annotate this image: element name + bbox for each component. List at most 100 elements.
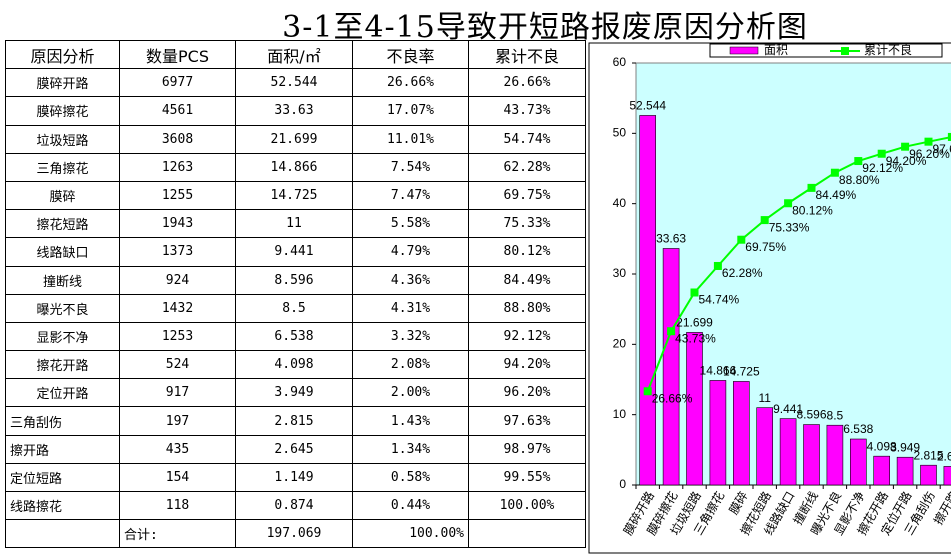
table-cell: 线路缺口 [5,237,120,267]
line-label: 80.12% [792,203,833,217]
table-row: 原因分析 数量PCS 面积/㎡ 不良率 累计不良 [5,39,586,70]
line-marker [854,157,863,166]
table-cell: 52.544 [235,68,353,98]
table-cell: 8.5 [235,293,353,323]
bar-label: 2.815 [913,448,943,462]
table-row: 膜碎开路 6977 52.544 26.66% 26.66% [5,68,586,98]
table-cell: 4.098 [235,350,353,380]
table-cell: 26.66% [468,68,586,98]
table-cell: 88.80% [468,293,586,323]
table-cell [5,519,120,549]
bar-label: 52.544 [629,99,666,113]
y-tick-label: 0 [619,477,626,491]
table-cell: 合计: [119,519,236,549]
table-cell: 524 [119,350,236,380]
line-label: 43.73% [675,331,716,345]
table-row: 曝光不良 1432 8.5 4.31% 88.80% [5,293,586,323]
table-row: 合计: 197.069 100.00% [5,519,586,549]
table-cell: 14.725 [235,180,353,211]
table-cell: 9.441 [235,237,353,267]
table-cell: 擦开路 [5,434,120,464]
table-row: 三角擦花 1263 14.866 7.54% 62.28% [5,152,586,182]
table-cell: 54.74% [468,124,586,154]
chart: 0 10 20 30 40 50 60 52.544 33.63 21.699 14.86614.7… [588,42,951,554]
line-marker [830,168,839,177]
table-row: 定位开路 917 3.949 2.00% 96.20% [5,378,586,408]
bar-label: 33.63 [656,232,686,246]
line-marker [947,132,951,141]
table-cell: 75.33% [468,209,586,239]
legend-label: 累计不良 [864,42,912,57]
bar-label: 6.538 [843,422,873,436]
table-cell: 垃圾短路 [5,124,120,154]
table-row: 擦开路 435 2.645 1.34% 98.97% [5,434,586,464]
table-cell: 1.34% [352,434,469,464]
line-label: 97.63% [933,142,951,156]
line-label: 96.20% [909,147,950,161]
table-cell: 3.32% [352,321,469,352]
table-cell: 膜碎擦花 [5,96,120,126]
table-cell: 924 [119,265,236,295]
table-row: 线路缺口 1373 9.441 4.79% 80.12% [5,237,586,267]
table-cell: 97.63% [468,406,586,436]
table-cell: 0.44% [352,490,469,521]
bar [662,248,680,486]
line [646,136,951,392]
table-row: 线路擦花 118 0.874 0.44% 100.00% [5,490,586,521]
bar-label: 14.725 [723,365,760,379]
y-tick-label: 10 [613,407,627,421]
table-cell [468,519,586,549]
table-cell: 2.08% [352,350,469,380]
line-marker [877,149,886,158]
table-cell: 197 [119,406,236,436]
table-cell: 1.43% [352,406,469,436]
table-cell: 定位短路 [5,462,120,493]
bar [873,455,891,486]
line-label: 94.20% [886,154,927,168]
y-tick-label: 60 [613,55,627,69]
table-cell: 7.54% [352,152,469,182]
legend-swatch [729,46,759,55]
table-cell: 92.12% [468,321,586,352]
bar [826,424,844,486]
line-marker [760,216,769,225]
table-cell: 14.866 [235,152,353,182]
table-cell: 4561 [119,96,236,126]
table-cell: 43.73% [468,96,586,126]
table-row: 垃圾短路 3608 21.699 11.01% 54.74% [5,124,586,154]
table-cell: 98.97% [468,434,586,464]
table-cell: 197.069 [235,519,353,549]
bar [779,418,797,486]
bar [756,407,773,486]
legend-box [709,43,943,58]
bar-label: 2.645 [937,450,951,464]
line-marker [807,183,816,192]
table-cell: 21.699 [235,124,353,154]
bar [803,424,820,486]
table-row: 定位短路 154 1.149 0.58% 99.55% [5,462,586,493]
title: 3-1至4-15导致开短路报废原因分析图 [282,10,808,45]
line-marker [690,288,699,297]
table-cell: 定位开路 [5,378,120,408]
table-cell: 6977 [119,68,236,98]
table-cell: 线路擦花 [5,490,120,521]
bar [943,466,951,486]
bar [686,332,703,486]
line-label: 92.12% [862,161,903,175]
bar [639,115,657,486]
table-row: 膜碎 1255 14.725 7.47% 69.75% [5,180,586,211]
line-label: 69.75% [745,240,786,254]
table-cell: 4.79% [352,237,469,267]
bar-label: 8.596 [796,408,826,422]
bar [896,456,914,486]
table-cell: 1.149 [235,462,353,493]
table-cell: 80.12% [468,237,586,267]
y-tick-label: 50 [613,126,627,140]
table-row: 擦花开路 524 4.098 2.08% 94.20% [5,350,586,380]
table-cell: 6.538 [235,321,353,352]
bar [709,380,727,486]
table-cell: 撞断线 [5,265,120,295]
table-row: 显影不净 1253 6.538 3.32% 92.12% [5,321,586,352]
table-cell: 11 [235,209,353,239]
bar [733,381,750,486]
